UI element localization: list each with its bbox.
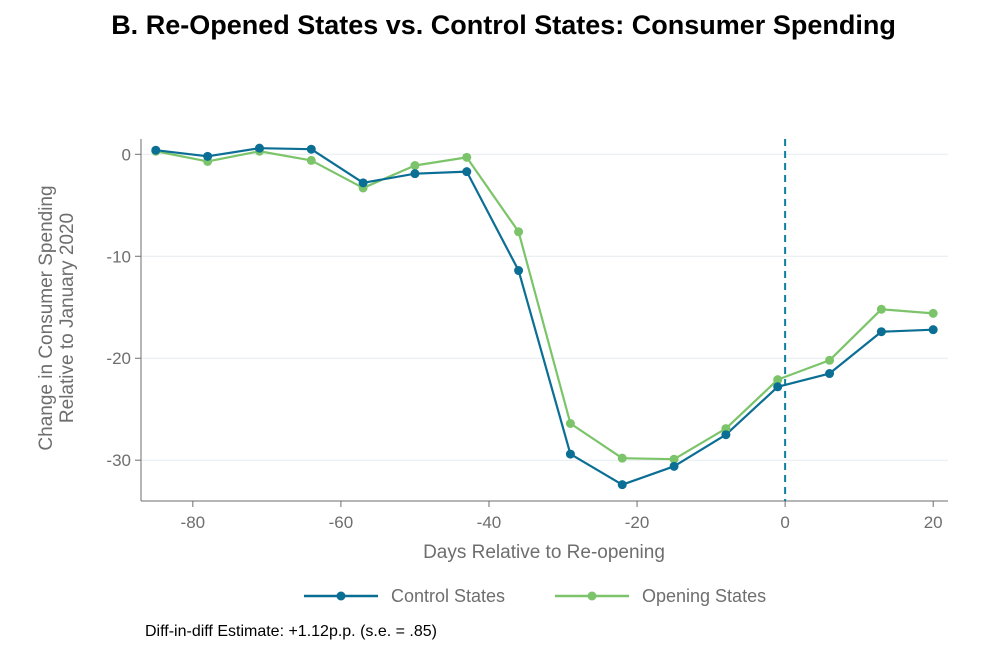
x-tick-label: -80 <box>181 513 206 532</box>
y-tick-label: -20 <box>106 349 131 368</box>
series-line-control-states <box>155 147 934 486</box>
y-axis-title-line2: Relative to January 2020 <box>57 213 78 423</box>
data-point-control-states <box>358 178 368 188</box>
data-point-opening-states <box>928 308 938 318</box>
data-point-control-states <box>306 144 316 154</box>
y-tick-label: 0 <box>122 145 131 164</box>
axes: 0 -10 -20 -30 -80 -60 -40 -20 0 20 <box>106 139 948 532</box>
data-point-opening-states <box>462 152 472 162</box>
x-tick-label: -20 <box>625 513 650 532</box>
data-point-control-states <box>514 266 524 276</box>
data-point-opening-states <box>565 419 575 429</box>
data-point-opening-states <box>669 454 679 464</box>
y-tick-label: -10 <box>106 247 131 266</box>
y-tick-label: -30 <box>106 451 131 470</box>
legend-marker-opening-states <box>587 591 597 601</box>
gridlines <box>141 153 948 461</box>
data-point-control-states <box>410 169 420 179</box>
data-point-opening-states <box>514 227 524 237</box>
legend-label-control-states: Control States <box>391 586 505 606</box>
data-point-control-states <box>203 151 213 161</box>
x-tick-label: 0 <box>780 513 789 532</box>
data-point-opening-states <box>410 161 420 171</box>
data-point-opening-states <box>825 355 835 365</box>
y-axis-title-line1: Change in Consumer Spending <box>36 185 57 450</box>
legend-marker-control-states <box>336 591 346 601</box>
data-point-control-states <box>669 461 679 471</box>
x-tick-label: 20 <box>924 513 943 532</box>
legend-label-opening-states: Opening States <box>642 586 766 606</box>
x-tick-label: -60 <box>329 513 354 532</box>
data-point-control-states <box>617 480 627 490</box>
x-axis-title: Days Relative to Re-opening <box>423 542 665 563</box>
data-point-control-states <box>151 145 161 155</box>
data-point-control-states <box>565 449 575 459</box>
x-tick-label: -40 <box>477 513 502 532</box>
data-point-opening-states <box>876 304 886 314</box>
diff-in-diff-note: Diff-in-diff Estimate: +1.12p.p. (s.e. =… <box>145 623 437 640</box>
data-point-control-states <box>928 325 938 335</box>
series <box>151 139 938 501</box>
data-point-control-states <box>254 143 264 153</box>
data-point-control-states <box>721 430 731 440</box>
data-point-opening-states <box>773 375 783 385</box>
data-point-control-states <box>876 327 886 337</box>
data-point-control-states <box>773 382 783 392</box>
data-point-opening-states <box>306 155 316 165</box>
data-point-control-states <box>462 167 472 177</box>
data-point-opening-states <box>617 453 627 463</box>
data-point-control-states <box>825 369 835 379</box>
legend: Control States Opening States <box>304 586 766 606</box>
series-line-opening-states <box>155 150 934 461</box>
chart-title: B. Re-Opened States vs. Control States: … <box>111 10 896 40</box>
